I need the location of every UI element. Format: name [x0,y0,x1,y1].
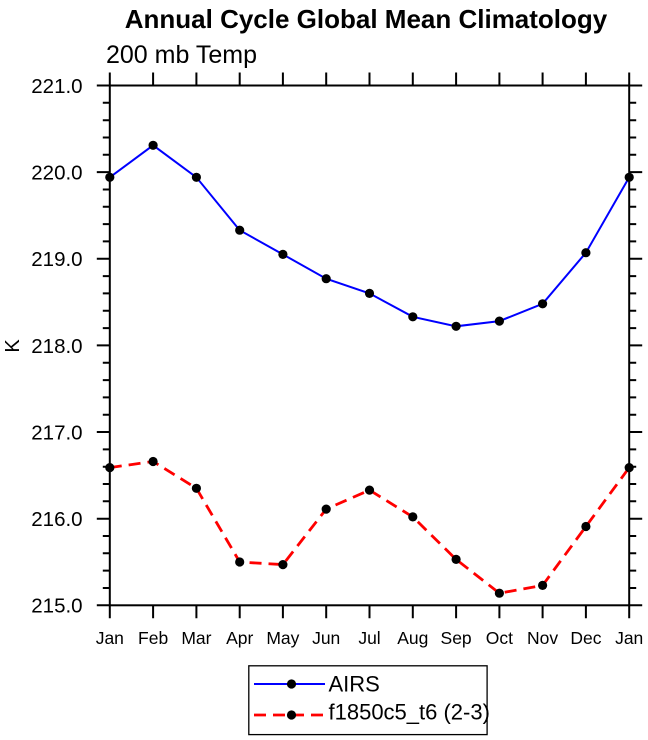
svg-text:K: K [2,339,24,353]
svg-text:Mar: Mar [181,628,211,648]
svg-text:Jan: Jan [96,628,124,648]
svg-text:219.0: 219.0 [31,248,82,271]
svg-text:200 mb Temp: 200 mb Temp [106,41,257,69]
svg-text:Feb: Feb [138,628,168,648]
svg-text:218.0: 218.0 [31,335,82,358]
svg-text:215.0: 215.0 [31,595,82,618]
svg-text:217.0: 217.0 [31,421,82,444]
svg-text:220.0: 220.0 [31,162,82,185]
svg-text:Jul: Jul [358,628,380,648]
svg-text:Jan: Jan [615,628,643,648]
svg-text:Annual Cycle Global Mean Clima: Annual Cycle Global Mean Climatology [125,4,608,34]
svg-text:Jun: Jun [312,628,340,648]
svg-text:Oct: Oct [486,628,513,648]
svg-text:Apr: Apr [226,628,253,648]
svg-text:216.0: 216.0 [31,508,82,531]
svg-text:May: May [266,628,299,648]
svg-text:Dec: Dec [570,628,601,648]
svg-text:AIRS: AIRS [329,672,380,697]
svg-text:221.0: 221.0 [31,75,82,98]
svg-text:Nov: Nov [527,628,558,648]
svg-text:f1850c5_t6 (2-3): f1850c5_t6 (2-3) [329,700,490,725]
svg-text:Aug: Aug [397,628,428,648]
svg-text:Sep: Sep [441,628,472,648]
